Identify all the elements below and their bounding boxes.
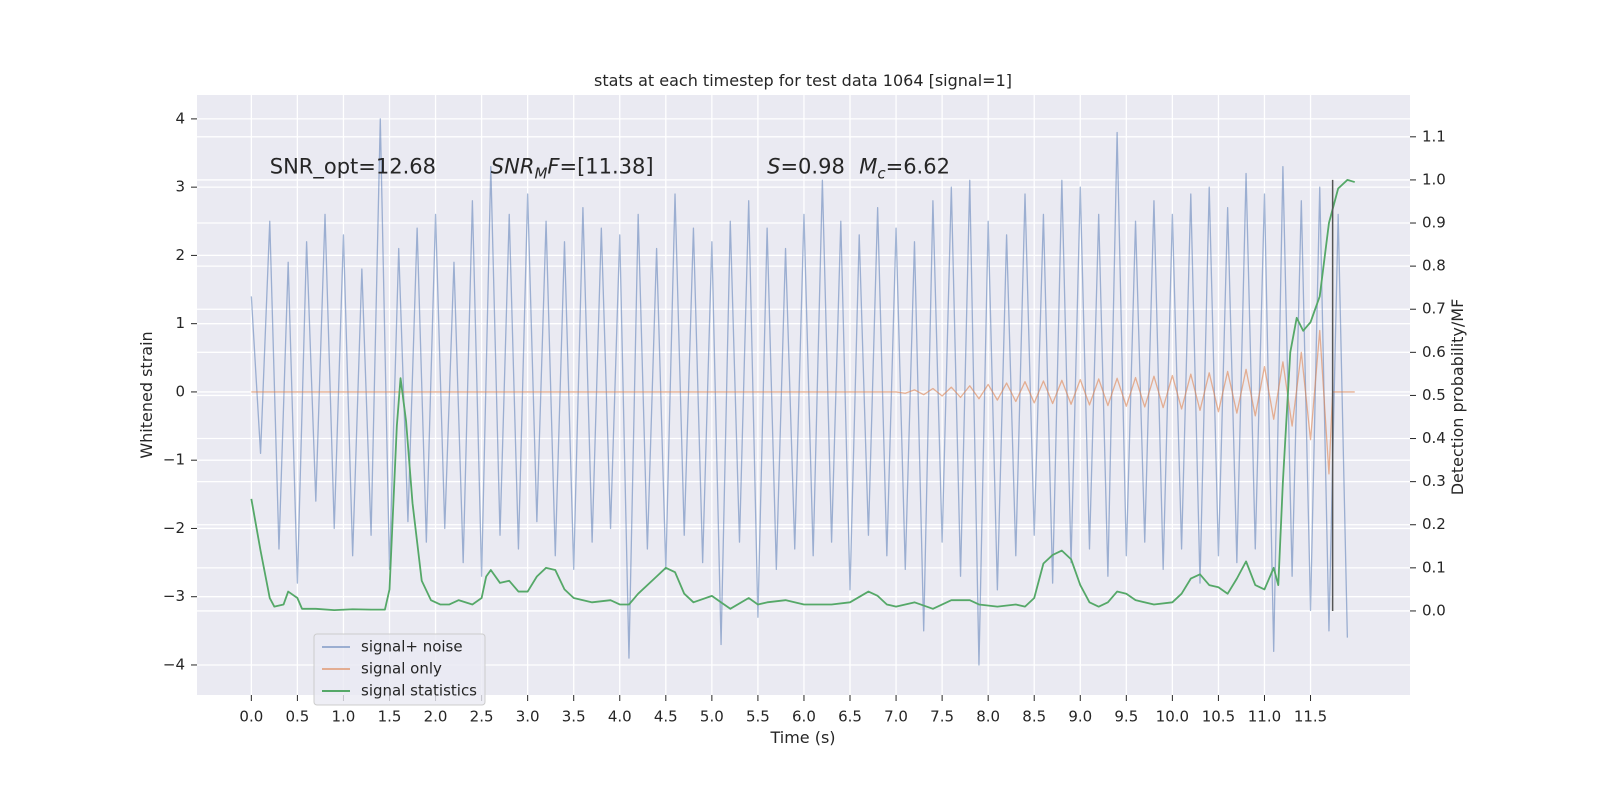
marks: SNR_opt=12.68 SNRMF=[11.38] S=0.98 Mc=6.62	[250, 118, 1355, 666]
annotation-part: SNR	[491, 154, 535, 178]
annotation-part: =[11.38]	[559, 154, 653, 178]
legend: signal+ noise signal only signal statistic…	[313, 633, 486, 706]
x-tick-label: 5.0	[700, 708, 724, 726]
x-tick-label: 0.5	[285, 708, 309, 726]
series-line	[250, 179, 1355, 611]
x-tick-label: 1.0	[332, 708, 356, 726]
x-tick-label: 2.0	[424, 708, 448, 726]
axes: 0.0 0.5 1.0 1.5 2.0 2.5 3.0 3.5 4.0 4.5 5.0 5.5 6.0 6…	[163, 109, 1446, 725]
y2-tick-label: 0.9	[1422, 214, 1446, 232]
x-tick-label: 1.5	[378, 708, 402, 726]
y-tick-label: −3	[163, 587, 185, 605]
y2-tick-label: 1.0	[1422, 170, 1446, 188]
series-line	[250, 118, 1349, 666]
x-axis-label: Time (s)	[769, 728, 835, 747]
annotation-part: SNR_opt=12.68	[270, 154, 436, 179]
x-tick-label: 9.0	[1068, 708, 1092, 726]
y2-tick-label: 1.1	[1422, 127, 1446, 145]
y2-tick-label: 0.1	[1422, 558, 1446, 576]
x-tick-label: 11.0	[1248, 708, 1281, 726]
y-tick-label: 2	[175, 246, 185, 264]
x-tick-label: 3.5	[562, 708, 586, 726]
x-tick-label: 11.5	[1294, 708, 1327, 726]
annotation-part: =0.98	[780, 154, 844, 178]
x-tick-label: 8.5	[1022, 708, 1046, 726]
x-tick-label: 0.0	[239, 708, 263, 726]
y2-tick-label: 0.3	[1422, 472, 1446, 490]
x-tick-label: 6.0	[792, 708, 816, 726]
y2-tick-label: 0.6	[1422, 343, 1446, 361]
annotation-part: =6.62	[886, 154, 950, 178]
x-tick-label: 4.0	[608, 708, 632, 726]
x-tick-label: 7.0	[884, 708, 908, 726]
legend-box	[313, 633, 486, 706]
annotation: Mc=6.62	[859, 154, 950, 182]
x-tick-label: 10.5	[1202, 708, 1235, 726]
x-tick-label: 7.5	[930, 708, 954, 726]
y-tick-label: 3	[175, 178, 185, 196]
x-tick-label: 6.5	[838, 708, 862, 726]
x-tick-label: 3.0	[516, 708, 540, 726]
annotation: SNR_opt=12.68	[270, 154, 436, 179]
y-tick-label: −2	[163, 519, 185, 537]
x-tick-label: 2.5	[470, 708, 494, 726]
y-axis-label: Whitened strain	[137, 331, 156, 458]
y2-tick-label: 0.5	[1422, 386, 1446, 404]
annotation: S=0.98	[767, 154, 845, 178]
y-tick-label: −4	[163, 655, 185, 673]
legend-label: signal statistics	[361, 682, 477, 700]
chart-title: stats at each timestep for test data 106…	[594, 71, 1012, 90]
x-tick-label: 5.5	[746, 708, 770, 726]
y2-tick-label: 0.2	[1422, 515, 1446, 533]
legend-label: signal+ noise	[361, 638, 463, 656]
x-tick-label: 4.5	[654, 708, 678, 726]
x-tick-label: 10.0	[1156, 708, 1189, 726]
y-tick-label: 1	[175, 314, 185, 332]
y2-tick-label: 0.7	[1422, 300, 1446, 318]
y2-tick-label: 0.8	[1422, 257, 1446, 275]
legend-label: signal only	[361, 660, 442, 678]
y-tick-label: 0	[175, 382, 185, 400]
y2-axis-label: Detection probability/MF	[1448, 299, 1467, 496]
y-tick-label: 4	[175, 109, 185, 127]
y-tick-label: −1	[163, 451, 185, 469]
annotation-part: M	[859, 154, 877, 178]
annotation-part: F	[547, 154, 560, 178]
series-line	[251, 329, 1355, 475]
annotation-part: c	[877, 164, 886, 182]
annotation: SNRMF=[11.38]	[491, 154, 654, 182]
x-tick-label: 8.0	[976, 708, 1000, 726]
annotation-part: M	[534, 164, 547, 182]
y2-tick-label: 0.4	[1422, 429, 1446, 447]
y2-tick-label: 0.0	[1422, 601, 1446, 619]
annotation-part: S	[767, 154, 780, 178]
x-tick-label: 9.5	[1114, 708, 1138, 726]
